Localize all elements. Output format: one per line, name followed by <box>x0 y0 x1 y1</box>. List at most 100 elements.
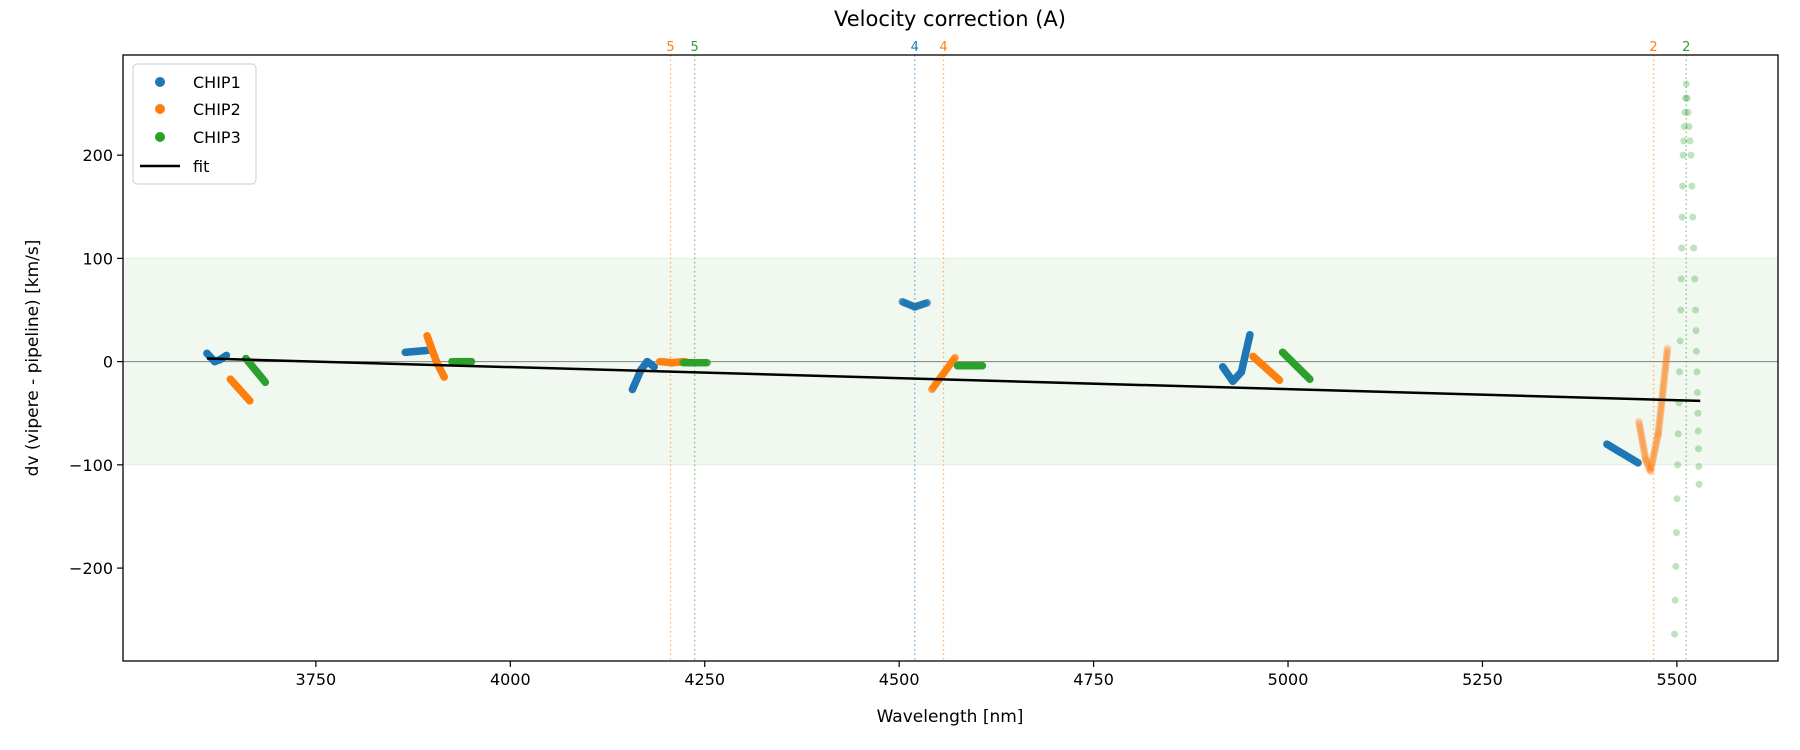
data-point <box>1656 415 1664 423</box>
x-tick-label: 5000 <box>1268 670 1309 689</box>
x-axis-label: Wavelength [nm] <box>877 707 1024 727</box>
y-tick-label: 200 <box>82 146 113 165</box>
legend-frame <box>132 63 257 185</box>
data-point <box>1658 388 1667 397</box>
data-point <box>1661 369 1669 378</box>
data-point <box>1660 370 1669 379</box>
x-tick-label: 4250 <box>684 670 725 689</box>
data-point <box>1693 368 1701 376</box>
plot-area: 5 5 4 4 2 2 3750 4000 4250 4500 4750 5000 5250 5500 −2… <box>69 40 1779 689</box>
data-point <box>1654 430 1663 438</box>
data-point <box>1655 421 1663 429</box>
data-point <box>1685 123 1693 131</box>
y-axis-label: dv (vipere - pipeline) [km/s] <box>23 240 43 477</box>
x-tick-label: 5500 <box>1657 670 1698 689</box>
data-point <box>1658 391 1667 400</box>
fit-line <box>206 357 1701 403</box>
data-point <box>1659 382 1668 391</box>
data-point <box>1639 439 1647 448</box>
data-point <box>1678 244 1686 252</box>
data-point <box>1634 417 1643 426</box>
data-point <box>1246 330 1254 339</box>
chart-title: Velocity correction (A) <box>834 7 1066 31</box>
data-point <box>1672 562 1680 570</box>
data-point <box>1638 436 1647 445</box>
data-point <box>1635 420 1644 429</box>
data-point <box>1692 327 1700 335</box>
data-point <box>1659 385 1667 394</box>
data-point <box>1663 344 1672 352</box>
data-point <box>1647 464 1655 472</box>
data-point <box>467 357 476 366</box>
data-point <box>1650 448 1659 457</box>
data-point <box>1646 467 1655 475</box>
data-point <box>1636 427 1645 436</box>
data-point <box>1659 387 1667 395</box>
data-point <box>1687 151 1695 159</box>
data-point <box>1652 438 1661 447</box>
legend-label-fit: fit <box>193 157 209 176</box>
data-point <box>1655 419 1664 428</box>
data-point <box>1651 445 1659 454</box>
y-tick-label: −100 <box>69 456 113 475</box>
data-point <box>1661 362 1670 370</box>
data-point <box>1658 390 1667 398</box>
data-point <box>1677 306 1685 314</box>
data-point <box>1653 432 1662 441</box>
data-point <box>1676 368 1684 376</box>
data-point <box>1692 306 1700 314</box>
data-point <box>1647 461 1656 470</box>
data-point <box>1660 378 1668 386</box>
data-point <box>1652 437 1661 445</box>
data-point <box>1662 354 1671 363</box>
data-point <box>1663 350 1671 358</box>
data-point <box>1638 435 1646 443</box>
data-point <box>650 362 658 371</box>
data-point <box>1660 376 1668 385</box>
data-point <box>1657 403 1665 412</box>
legend-marker-chip2 <box>155 104 165 114</box>
data-point <box>1655 424 1663 432</box>
data-point <box>1635 419 1643 427</box>
data-point <box>1659 379 1668 388</box>
data-point <box>1635 422 1644 430</box>
data-point <box>1650 450 1658 458</box>
legend-marker-chip1 <box>155 77 165 87</box>
data-point <box>1657 402 1666 410</box>
data-point <box>1660 375 1668 384</box>
y-tick-label: −200 <box>69 559 113 578</box>
data-point <box>1695 445 1703 453</box>
data-point <box>1643 459 1652 468</box>
data-point <box>1654 430 1663 438</box>
marker-label: 2 <box>1682 40 1690 55</box>
data-point <box>1651 444 1660 452</box>
data-point <box>1649 451 1658 460</box>
data-point <box>1652 441 1660 450</box>
data-point <box>1694 409 1702 417</box>
data-point <box>1657 404 1665 413</box>
data-point <box>1674 461 1682 469</box>
data-point <box>1671 596 1679 604</box>
marker-label: 4 <box>939 40 947 55</box>
data-point <box>1662 351 1671 360</box>
data-point <box>1672 529 1680 537</box>
data-point <box>1652 440 1660 448</box>
data-point <box>1637 430 1646 439</box>
data-point <box>1684 108 1692 116</box>
data-point <box>1661 365 1670 373</box>
x-tick-label: 4750 <box>1073 670 1114 689</box>
data-point <box>1662 353 1671 361</box>
data-point <box>1682 94 1690 102</box>
marker-label: 4 <box>911 40 919 55</box>
data-point <box>703 358 711 367</box>
data-point <box>1659 381 1668 389</box>
data-point <box>1694 427 1702 435</box>
data-point <box>1681 108 1689 116</box>
data-point <box>1662 357 1670 366</box>
data-point <box>1683 94 1691 102</box>
data-point <box>1663 345 1672 354</box>
legend-label-chip1: CHIP1 <box>193 73 241 92</box>
data-point <box>1663 348 1671 357</box>
